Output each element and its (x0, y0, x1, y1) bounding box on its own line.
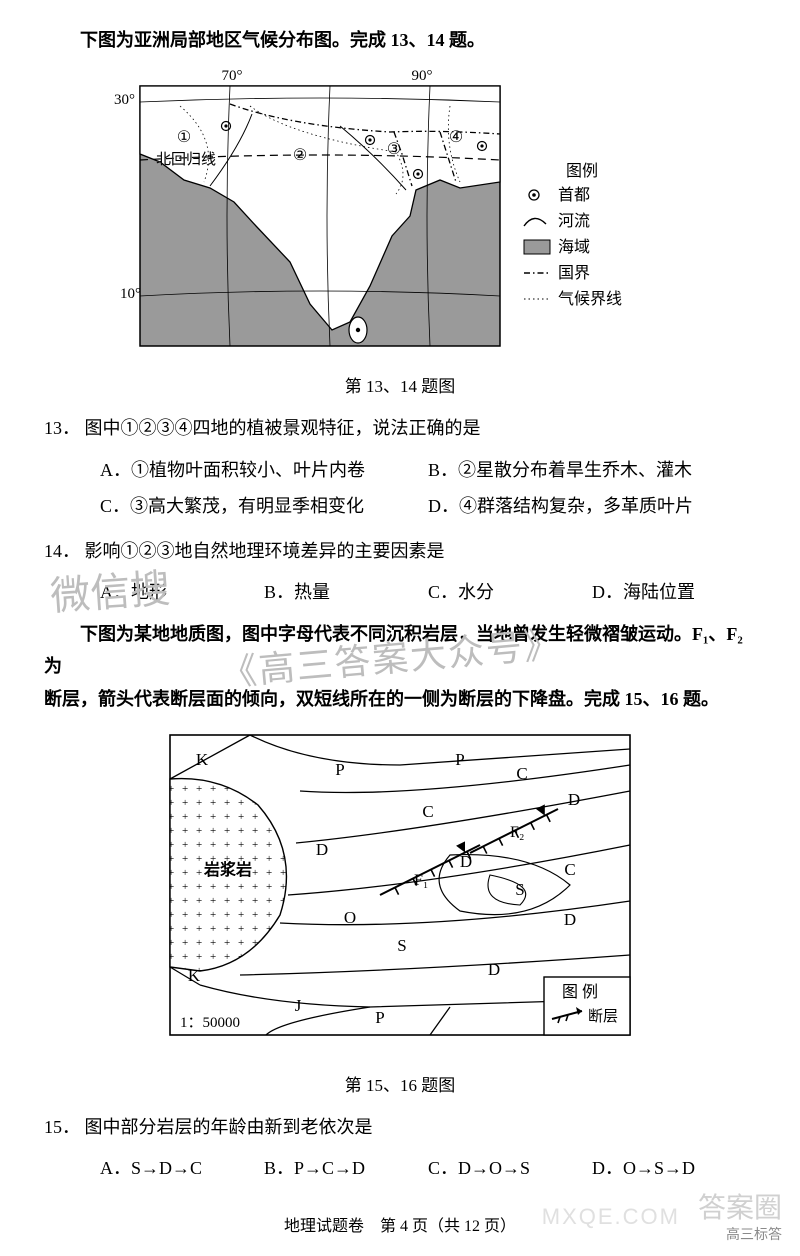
svg-text:D: D (488, 960, 500, 979)
svg-text:1：50000: 1：50000 (180, 1015, 240, 1031)
option-b: B．P→C→D (264, 1150, 428, 1186)
svg-text:断层: 断层 (588, 1008, 618, 1025)
question-number: 15． (44, 1117, 80, 1137)
option-c: C．D→O→S (428, 1150, 592, 1186)
option-a: A．S→D→C (100, 1150, 264, 1186)
svg-text:P: P (335, 760, 344, 779)
intro-text-1: 下图为亚洲局部地区气候分布图。完成 13、14 题。 (44, 24, 756, 56)
svg-text:河流: 河流 (558, 212, 590, 230)
svg-text:北回归线: 北回归线 (156, 151, 216, 168)
svg-text:K: K (188, 966, 201, 985)
question-stem: 图中①②③④四地的植被景观特征，说法正确的是 (85, 418, 481, 438)
svg-text:S: S (515, 880, 524, 899)
option-c: C．③高大繁茂，有明显季相变化 (100, 488, 428, 524)
svg-text:首都: 首都 (558, 186, 590, 204)
option-c: C．水分 (428, 574, 592, 610)
svg-text:C: C (422, 802, 433, 821)
question-number: 13． (44, 418, 80, 438)
svg-text:30°: 30° (114, 92, 135, 108)
svg-text:C: C (564, 860, 575, 879)
svg-text:气候界线: 气候界线 (558, 290, 622, 308)
svg-text:②: ② (293, 147, 307, 164)
svg-text:S: S (397, 936, 406, 955)
option-b: B．②星散分布着旱生乔木、灌木 (428, 452, 756, 488)
svg-text:P: P (375, 1008, 384, 1027)
question-15: 15． 图中部分岩层的年龄由新到老依次是 (44, 1110, 756, 1144)
svg-text:P: P (455, 750, 464, 769)
option-b: B．热量 (264, 574, 428, 610)
svg-text:C: C (516, 764, 527, 783)
intro-text-2a: 下图为某地地质图，图中字母代表不同沉积岩层，当地曾发生轻微褶皱运动。F₁、F₂ … (44, 618, 756, 683)
svg-text:F₁: F₁ (414, 872, 428, 889)
intro-text-2b: 断层，箭头代表断层面的倾向，双短线所在的一侧为断层的下降盘。完成 15、16 题… (44, 683, 756, 715)
svg-text:图例: 图例 (566, 162, 598, 180)
figure-1-svg: 30°10°70°90°北回归线北回归线①②③④图例首都河流海域国界气候界线 (100, 66, 700, 366)
question-14-options: A．地形 B．热量 C．水分 D．海陆位置 (100, 574, 756, 610)
svg-text:90°: 90° (412, 68, 433, 84)
question-13-options: A．①植物叶面积较小、叶片内卷 B．②星散分布着旱生乔木、灌木 C．③高大繁茂，… (100, 452, 756, 524)
question-number: 14． (44, 541, 80, 561)
question-stem: 图中部分岩层的年龄由新到老依次是 (85, 1117, 373, 1137)
svg-text:图 例: 图 例 (562, 983, 598, 1001)
figure-1: 30°10°70°90°北回归线北回归线①②③④图例首都河流海域国界气候界线 第… (44, 66, 756, 397)
svg-text:D: D (460, 852, 472, 871)
option-d: D．O→S→D (592, 1150, 756, 1186)
svg-text:F₂: F₂ (510, 824, 524, 841)
option-a: A．地形 (100, 574, 264, 610)
question-14: 14． 影响①②③地自然地理环境差异的主要因素是 (44, 534, 756, 568)
svg-text:④: ④ (449, 129, 463, 146)
svg-text:D: D (568, 790, 580, 809)
svg-text:③: ③ (387, 141, 401, 158)
svg-text:D: D (564, 910, 576, 929)
figure-2-caption: 第 15、16 题图 (44, 1071, 756, 1096)
question-15-options: A．S→D→C B．P→C→D C．D→O→S D．O→S→D (100, 1150, 756, 1186)
svg-text:海域: 海域 (558, 238, 590, 256)
figure-2: +F₁F₂KPPCDCDDSCDOSDCKJP岩浆岩1：50000图 例断层 第… (44, 725, 756, 1096)
option-a: A．①植物叶面积较小、叶片内卷 (100, 452, 428, 488)
svg-text:①: ① (177, 129, 191, 146)
svg-text:岩浆岩: 岩浆岩 (203, 860, 252, 879)
svg-text:D: D (316, 840, 328, 859)
figure-2-svg: +F₁F₂KPPCDCDDSCDOSDCKJP岩浆岩1：50000图 例断层 (150, 725, 650, 1065)
svg-text:O: O (344, 908, 356, 927)
question-stem: 影响①②③地自然地理环境差异的主要因素是 (85, 541, 445, 561)
svg-text:K: K (196, 750, 209, 769)
svg-text:国界: 国界 (558, 264, 590, 282)
option-d: D．④群落结构复杂，多革质叶片 (428, 488, 756, 524)
svg-text:J: J (295, 996, 302, 1015)
page-footer: 地理试题卷 第 4 页（共 12 页） (44, 1212, 756, 1236)
svg-text:70°: 70° (222, 68, 243, 84)
figure-1-caption: 第 13、14 题图 (44, 372, 756, 397)
svg-text:10°: 10° (120, 286, 141, 302)
question-13: 13． 图中①②③④四地的植被景观特征，说法正确的是 (44, 411, 756, 445)
option-d: D．海陆位置 (592, 574, 756, 610)
